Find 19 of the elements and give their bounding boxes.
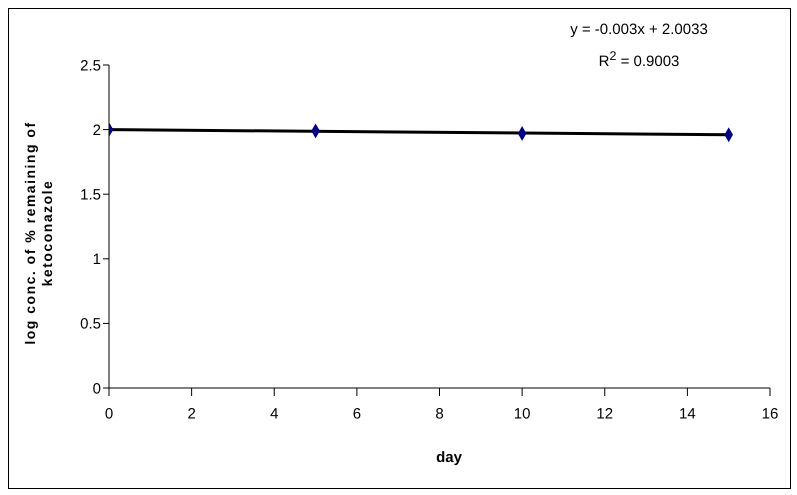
- text: y = -0.003x + 2.0033: [569, 20, 709, 40]
- x-tick-label: 2: [187, 406, 196, 423]
- y-tick-label: 0.5: [80, 316, 101, 333]
- y-tick-label: 1: [92, 251, 101, 268]
- x-tick-label: 10: [514, 406, 530, 423]
- x-tick-label: 0: [104, 406, 114, 423]
- y-tick-label: 2: [92, 122, 101, 139]
- x-axis-title: day: [435, 449, 463, 466]
- x-tick-label: 16: [762, 406, 778, 423]
- y-tick-label: 2.5: [80, 57, 101, 74]
- x-tick-label: 12: [596, 406, 614, 423]
- y-tick-label: 0: [92, 380, 101, 398]
- x-tick-label: 4: [270, 406, 278, 423]
- x-tick-label: 14: [679, 406, 696, 423]
- y-axis-title: log conc. of % remaining of ketoconazole: [22, 120, 56, 347]
- y-tick-label: 1.5: [80, 186, 101, 204]
- x-tick-label: 8: [435, 406, 444, 423]
- annotation: R$^{2}$ = 0.9003: [598, 48, 680, 72]
- x-tick-label: 6: [352, 406, 362, 423]
